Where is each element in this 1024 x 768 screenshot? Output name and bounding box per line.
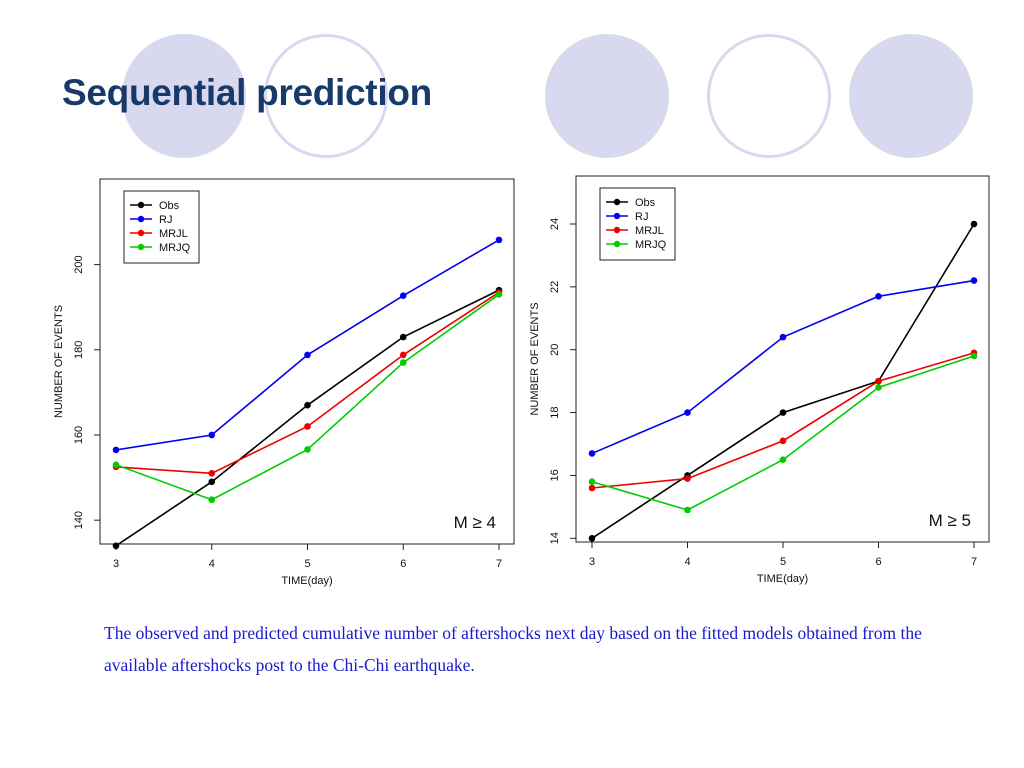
chart-m5: 3 4 5 6 7 TIME(day) 14 16 18 20 22 24 NUMBER OF EVEN…: [529, 175, 990, 585]
legend-label-mrjl: MRJL: [635, 225, 664, 237]
y-tick-label: 140: [73, 511, 85, 529]
y-tick-label: 20: [549, 344, 561, 356]
data-point-mrjl: [779, 437, 787, 445]
series-line-obs: [115, 289, 500, 547]
legend-label-obs: Obs: [159, 200, 180, 212]
slide-title: Sequential prediction: [62, 72, 432, 113]
y-axis-label: NUMBER OF EVENTS: [529, 302, 541, 415]
decor-circle-4: [707, 34, 831, 158]
y-tick-label: 18: [549, 406, 561, 418]
data-point-mrjl: [208, 470, 216, 477]
x-axis-label: TIME(day): [281, 575, 332, 587]
legend-marker-mrjq: [613, 240, 621, 248]
decor-circle-5: [849, 34, 973, 158]
data-point-rj: [684, 409, 691, 416]
chart-m4: 3 4 5 6 7 TIME(day) 140 160 180 200 NUMBER OF EVEN…: [53, 178, 515, 587]
data-point-mrjq: [588, 478, 596, 486]
legend-label-rj: RJ: [159, 214, 172, 226]
data-point-mrjl: [588, 484, 596, 492]
data-point-mrjq: [304, 446, 311, 453]
x-tick-label: 4: [684, 556, 690, 568]
legend-marker-obs: [137, 201, 145, 209]
data-point-obs: [304, 401, 311, 409]
x-tick-label: 5: [304, 558, 310, 570]
legend-label-mrjq: MRJQ: [159, 242, 191, 254]
series-line-mrjl: [591, 352, 975, 489]
legend-box: [123, 190, 200, 264]
data-point-mrjq: [112, 461, 120, 469]
x-tick-label: 7: [496, 558, 502, 570]
legend-marker-mrjl: [613, 226, 621, 234]
legend-marker-obs: [613, 198, 621, 206]
y-tick-label: 14: [549, 532, 561, 544]
x-tick-label: 6: [875, 556, 881, 568]
series-line-obs: [591, 223, 975, 539]
data-point-mrjl: [684, 475, 691, 482]
decor-circle-3: [545, 34, 669, 158]
x-tick-label: 7: [971, 556, 977, 568]
data-point-obs: [588, 534, 596, 542]
x-tick-label: 6: [400, 558, 406, 570]
legend-marker-rj: [137, 215, 145, 223]
data-point-mrjq: [495, 291, 503, 298]
data-point-obs: [399, 333, 407, 341]
y-tick-label: 200: [73, 255, 85, 273]
legend-label-obs: Obs: [635, 197, 656, 209]
data-point-mrjq: [208, 496, 216, 504]
series-line-mrjq: [591, 355, 975, 511]
data-point-obs: [970, 220, 978, 228]
data-point-rj: [779, 333, 787, 341]
series-line-rj: [115, 239, 500, 451]
legend-marker-mrjq: [137, 243, 145, 251]
data-point-rj: [875, 292, 882, 300]
data-point-mrjq: [779, 456, 787, 464]
data-point-obs: [779, 409, 787, 416]
legend-marker-mrjl: [137, 229, 145, 237]
decor-circle-1: [122, 34, 246, 158]
y-tick-label: 24: [549, 218, 561, 230]
legend-label-rj: RJ: [635, 211, 648, 223]
magnitude-annotation: M ≥ 4: [454, 513, 496, 532]
x-tick-label: 3: [589, 556, 595, 568]
x-tick-label: 3: [113, 558, 119, 570]
data-point-mrjq: [875, 384, 882, 391]
data-point-rj: [495, 236, 503, 244]
data-point-mrjq: [970, 352, 978, 360]
x-axis-label: TIME(day): [757, 573, 808, 585]
series-line-mrjq: [115, 293, 500, 501]
data-point-mrjq: [399, 359, 407, 366]
data-point-mrjl: [875, 377, 882, 385]
magnitude-annotation: M ≥ 5: [929, 511, 971, 530]
y-tick-label: 160: [73, 426, 85, 444]
data-point-obs: [208, 478, 216, 486]
y-tick-label: 22: [549, 281, 561, 293]
x-tick-label: 5: [780, 556, 786, 568]
data-point-rj: [399, 292, 407, 299]
y-axis-label: NUMBER OF EVENTS: [53, 305, 65, 418]
data-point-rj: [112, 446, 120, 454]
figure-caption: The observed and predicted cumulative nu…: [104, 623, 922, 675]
series-line-rj: [591, 279, 975, 455]
y-tick-label: 16: [549, 469, 561, 481]
decor-circle-2: [264, 34, 388, 158]
legend-label-mrjl: MRJL: [159, 228, 188, 240]
data-point-obs: [112, 542, 120, 550]
legend-marker-rj: [613, 212, 621, 220]
data-point-rj: [208, 431, 216, 439]
data-point-rj: [970, 277, 978, 284]
legend-box: [599, 187, 676, 261]
data-point-mrjl: [399, 351, 407, 359]
series-line-mrjl: [115, 291, 500, 475]
data-point-rj: [304, 351, 311, 359]
legend-label-mrjq: MRJQ: [635, 239, 667, 251]
data-point-mrjq: [684, 506, 691, 514]
data-point-mrjl: [304, 423, 311, 430]
x-tick-label: 4: [209, 558, 215, 570]
y-tick-label: 180: [73, 341, 85, 359]
data-point-rj: [588, 450, 596, 457]
